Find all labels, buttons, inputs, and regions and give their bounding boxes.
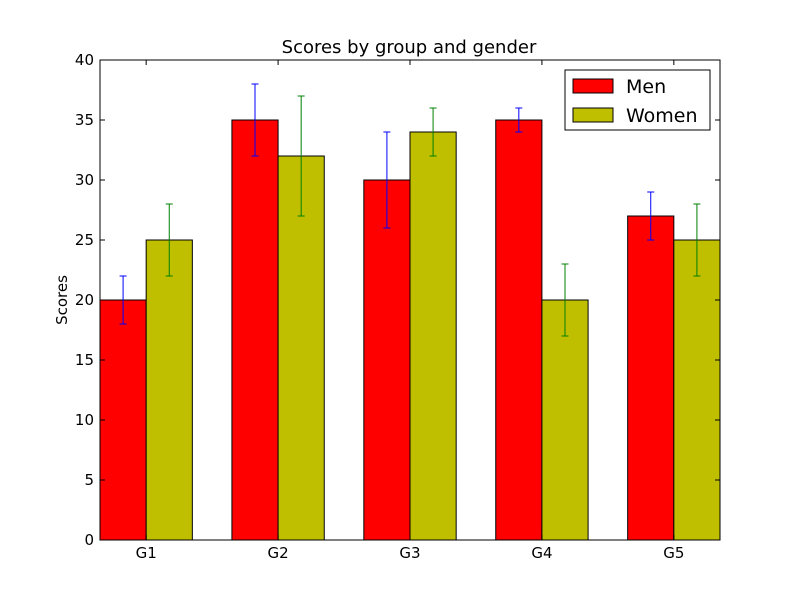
bar-men-g1 [99, 299, 147, 541]
error-bar-women-g1 [165, 203, 173, 277]
y-tick-label: 0 [84, 531, 94, 549]
y-tick-label: 25 [75, 231, 94, 249]
legend-label-women: Women [626, 105, 698, 127]
error-bar-women-g5 [693, 203, 701, 277]
chart-title: Scores by group and gender [282, 37, 537, 58]
bar-women-g1 [145, 239, 193, 541]
error-bar-men-g1 [119, 275, 127, 325]
legend-swatch-men [572, 78, 614, 94]
error-bar-men-g3 [383, 131, 391, 229]
bar-men-g5 [627, 215, 675, 541]
bar-women-g4 [541, 299, 589, 541]
error-bars-group [119, 83, 701, 337]
x-tick-label-g1: G1 [136, 544, 157, 562]
x-tick-label-g2: G2 [267, 544, 288, 562]
bar-women-g5 [673, 239, 721, 541]
x-tick-label-g4: G4 [531, 544, 552, 562]
bar-men-g4 [495, 119, 543, 541]
x-axis-ticks: G1 G2 G3 G4 G5 [136, 60, 684, 562]
error-bar-women-g2 [297, 95, 305, 217]
y-axis-label: Scores [53, 275, 71, 325]
bar-men-g3 [363, 179, 411, 541]
error-bar-women-g4 [561, 263, 569, 337]
y-tick-label: 40 [75, 51, 94, 69]
bars-group [99, 119, 721, 541]
y-tick-label: 15 [75, 351, 94, 369]
bar-men-g2 [231, 119, 279, 541]
bar-women-g2 [277, 155, 325, 541]
bar-women-g3 [409, 131, 457, 541]
legend-swatch-women [572, 107, 614, 123]
x-tick-label-g5: G5 [663, 544, 684, 562]
y-axis-ticks: 0 5 10 15 20 25 30 35 40 [75, 51, 720, 549]
y-tick-label: 20 [75, 291, 94, 309]
error-bar-men-g5 [647, 191, 655, 241]
y-tick-label: 30 [75, 171, 94, 189]
legend: Men Women [564, 69, 711, 131]
error-bar-men-g2 [251, 83, 259, 157]
x-tick-label-g3: G3 [399, 544, 420, 562]
legend-label-men: Men [626, 76, 666, 98]
y-tick-label: 5 [84, 471, 94, 489]
error-bar-women-g3 [429, 107, 437, 157]
y-tick-label: 10 [75, 411, 94, 429]
error-bar-men-g4 [515, 107, 523, 133]
y-tick-label: 35 [75, 111, 94, 129]
plot-area-frame [99, 59, 721, 541]
